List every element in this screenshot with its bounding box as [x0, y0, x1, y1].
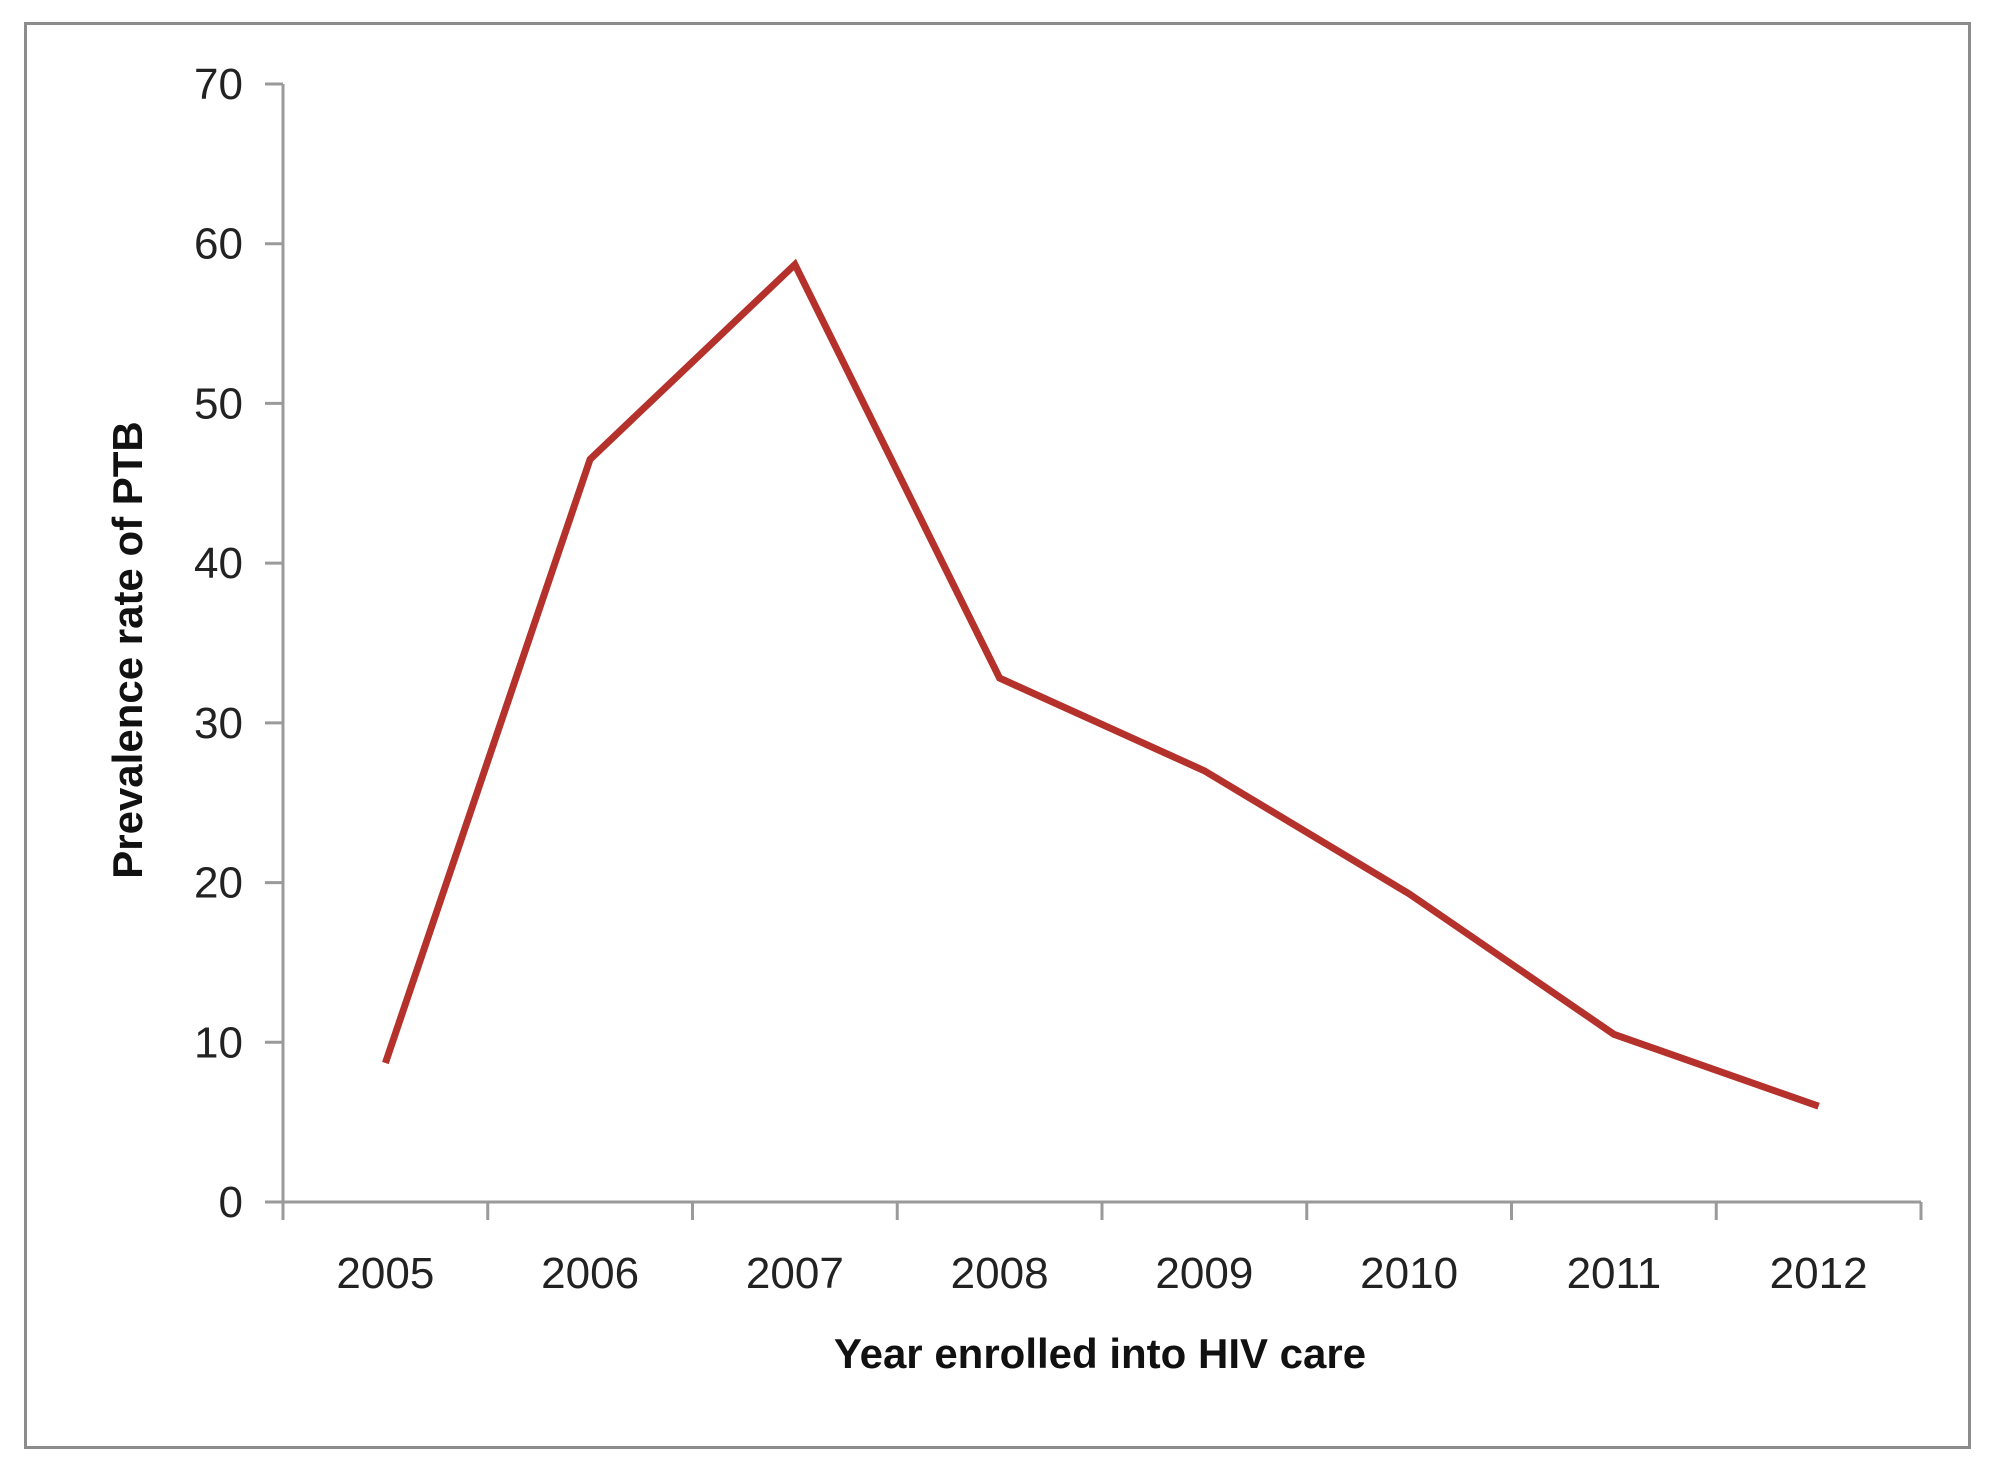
series-group	[382, 258, 1820, 1110]
y-tick-label: 50	[194, 379, 243, 428]
y-axis-title: Prevalence rate of PTB	[104, 421, 151, 879]
series-line	[382, 258, 1820, 1110]
x-tick-label: 2010	[1360, 1249, 1458, 1298]
y-tick-label: 20	[194, 859, 243, 908]
y-tick-label: 40	[194, 539, 243, 588]
x-axis-title: Year enrolled into HIV care	[834, 1330, 1366, 1377]
x-tick-label: 2006	[541, 1249, 639, 1298]
x-axis-ticks: 2005 2006 2007 2008 2009 2010 2011 2012	[281, 1202, 1923, 1298]
x-tick-label: 2009	[1155, 1249, 1253, 1298]
y-axis-ticks: 0 10 20 30 40 50 60 70	[194, 60, 283, 1227]
y-tick-label: 70	[194, 60, 243, 109]
x-tick-label: 2005	[336, 1249, 434, 1298]
axes	[265, 84, 1921, 1204]
chart-frame	[24, 22, 1971, 1449]
x-tick-label: 2011	[1567, 1249, 1662, 1298]
y-tick-label: 10	[194, 1018, 243, 1067]
x-tick-label: 2012	[1770, 1249, 1868, 1298]
x-tick-label: 2007	[746, 1249, 844, 1298]
y-tick-label: 30	[194, 699, 243, 748]
y-tick-label: 0	[219, 1178, 243, 1227]
x-tick-label: 2008	[951, 1249, 1049, 1298]
y-tick-label: 60	[194, 220, 243, 269]
